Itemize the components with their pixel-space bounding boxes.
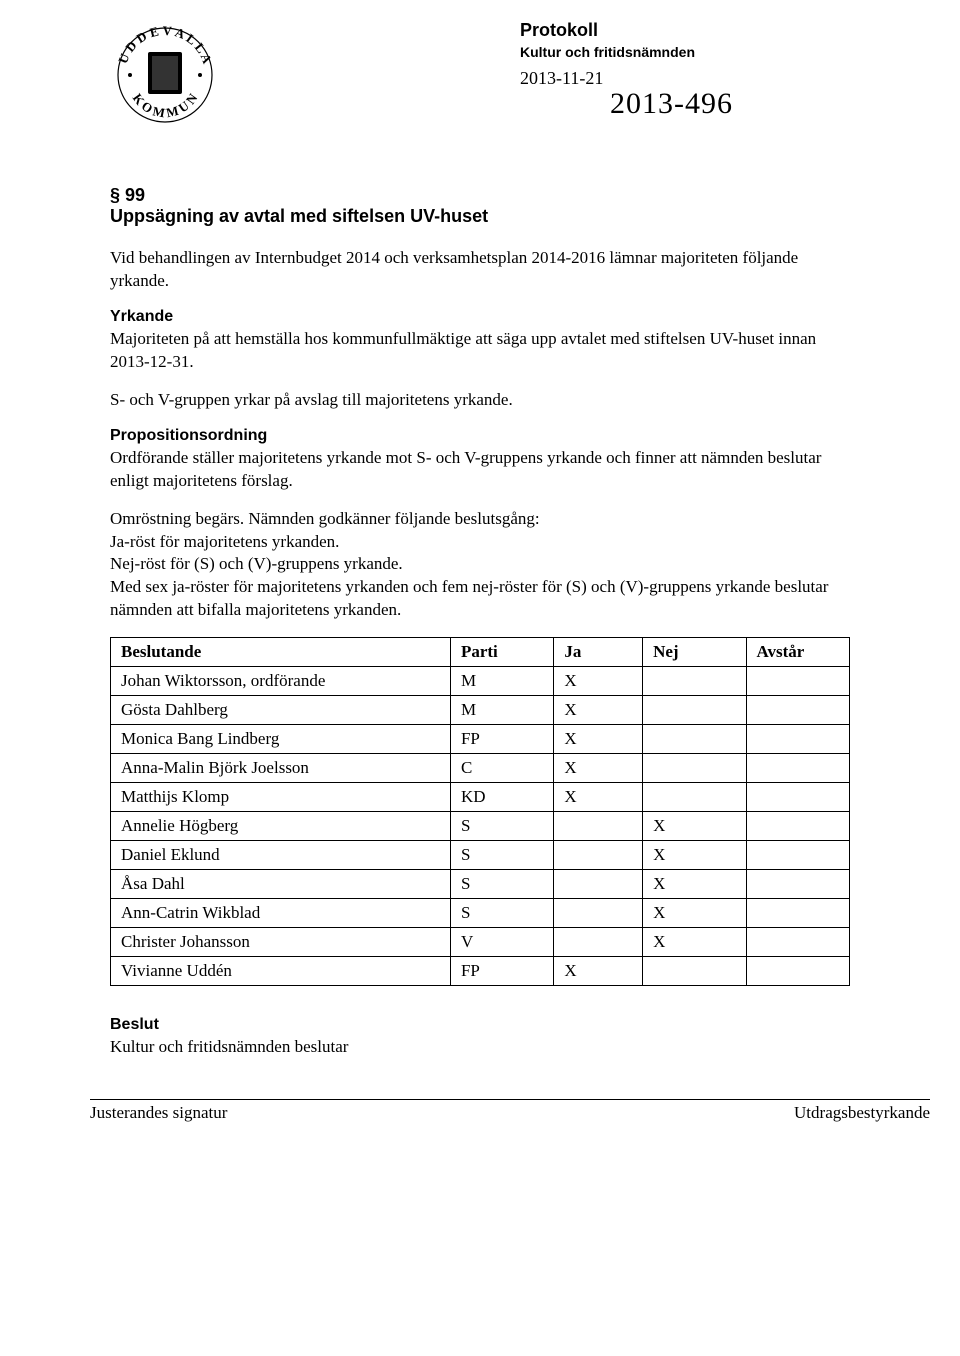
table-row: Christer JohanssonV X bbox=[111, 928, 850, 957]
proposition-heading: Propositionsordning bbox=[110, 427, 850, 445]
table-cell bbox=[746, 928, 849, 957]
table-row: Matthijs KlompKDX bbox=[111, 783, 850, 812]
vote-table: Beslutande Parti Ja Nej Avstår Johan Wik… bbox=[110, 637, 850, 986]
yrkande-text-2: S- och V-gruppen yrkar på avslag till ma… bbox=[110, 389, 850, 412]
intro-paragraph: Vid behandlingen av Internbudget 2014 oc… bbox=[110, 247, 850, 293]
proposition-text-1: Ordförande ställer majoritetens yrkande … bbox=[110, 447, 850, 493]
table-cell: Anna-Malin Björk Joelsson bbox=[111, 754, 451, 783]
yrkande-text-1: Majoriteten på att hemställa hos kommunf… bbox=[110, 328, 850, 374]
header-text-block: Protokoll Kultur och fritidsnämnden 2013… bbox=[230, 20, 850, 121]
table-cell: X bbox=[554, 725, 643, 754]
table-cell: S bbox=[450, 899, 553, 928]
table-cell bbox=[554, 928, 643, 957]
footer: Justerandes signatur Utdragsbestyrkande bbox=[90, 1099, 930, 1123]
table-cell: Vivianne Uddén bbox=[111, 957, 451, 986]
footer-right: Utdragsbestyrkande bbox=[794, 1103, 930, 1123]
table-row: Anna-Malin Björk JoelssonCX bbox=[111, 754, 850, 783]
table-cell: V bbox=[450, 928, 553, 957]
table-cell: Daniel Eklund bbox=[111, 841, 451, 870]
table-cell bbox=[746, 696, 849, 725]
beslut-text: Kultur och fritidsnämnden beslutar bbox=[110, 1036, 850, 1059]
svg-text:K O M M U N: K O M M U N bbox=[130, 90, 201, 120]
col-header-nej: Nej bbox=[643, 638, 746, 667]
table-row: Gösta DahlbergMX bbox=[111, 696, 850, 725]
table-cell: X bbox=[554, 696, 643, 725]
table-cell: Matthijs Klomp bbox=[111, 783, 451, 812]
table-row: Monica Bang LindbergFPX bbox=[111, 725, 850, 754]
table-cell: X bbox=[554, 957, 643, 986]
table-cell: Annelie Högberg bbox=[111, 812, 451, 841]
table-cell: Johan Wiktorsson, ordförande bbox=[111, 667, 451, 696]
table-cell bbox=[643, 725, 746, 754]
col-header-ja: Ja bbox=[554, 638, 643, 667]
table-cell bbox=[643, 783, 746, 812]
col-header-avstar: Avstår bbox=[746, 638, 849, 667]
document-header: U D D E V A L L A K O M M U N Protokoll … bbox=[110, 20, 850, 135]
table-cell bbox=[554, 870, 643, 899]
table-cell: Gösta Dahlberg bbox=[111, 696, 451, 725]
protocol-title: Protokoll bbox=[520, 20, 850, 42]
table-cell: X bbox=[643, 812, 746, 841]
table-cell bbox=[554, 899, 643, 928]
proposition-text-2: Omröstning begärs. Nämnden godkänner föl… bbox=[110, 508, 850, 623]
logo-container: U D D E V A L L A K O M M U N bbox=[110, 20, 230, 135]
table-cell: X bbox=[643, 870, 746, 899]
table-cell: M bbox=[450, 667, 553, 696]
table-cell bbox=[554, 841, 643, 870]
table-cell: Ann-Catrin Wikblad bbox=[111, 899, 451, 928]
table-cell: S bbox=[450, 841, 553, 870]
table-row: Annelie HögbergS X bbox=[111, 812, 850, 841]
table-cell: X bbox=[643, 928, 746, 957]
footer-left: Justerandes signatur bbox=[90, 1103, 227, 1123]
table-cell: X bbox=[554, 754, 643, 783]
table-cell bbox=[554, 812, 643, 841]
table-cell: S bbox=[450, 870, 553, 899]
table-row: Åsa DahlS X bbox=[111, 870, 850, 899]
table-cell: X bbox=[643, 899, 746, 928]
meeting-date: 2013-11-21 bbox=[520, 68, 850, 89]
table-cell: X bbox=[554, 783, 643, 812]
col-header-name: Beslutande bbox=[111, 638, 451, 667]
table-cell bbox=[643, 957, 746, 986]
table-cell: KD bbox=[450, 783, 553, 812]
table-row: Ann-Catrin WikbladS X bbox=[111, 899, 850, 928]
table-cell: S bbox=[450, 812, 553, 841]
section-title: Uppsägning av avtal med siftelsen UV-hus… bbox=[110, 206, 850, 227]
table-cell: FP bbox=[450, 725, 553, 754]
table-cell bbox=[746, 812, 849, 841]
table-row: Johan Wiktorsson, ordförandeMX bbox=[111, 667, 850, 696]
table-cell: X bbox=[643, 841, 746, 870]
beslut-heading: Beslut bbox=[110, 1016, 850, 1034]
committee-name: Kultur och fritidsnämnden bbox=[520, 44, 850, 60]
table-cell bbox=[643, 667, 746, 696]
table-cell bbox=[746, 754, 849, 783]
table-cell: Åsa Dahl bbox=[111, 870, 451, 899]
table-row: Daniel EklundS X bbox=[111, 841, 850, 870]
table-cell bbox=[746, 899, 849, 928]
table-cell: C bbox=[450, 754, 553, 783]
table-cell: Christer Johansson bbox=[111, 928, 451, 957]
table-cell bbox=[746, 783, 849, 812]
table-cell bbox=[746, 957, 849, 986]
table-cell bbox=[746, 870, 849, 899]
table-header-row: Beslutande Parti Ja Nej Avstår bbox=[111, 638, 850, 667]
table-cell bbox=[746, 725, 849, 754]
table-cell: M bbox=[450, 696, 553, 725]
municipality-logo-icon: U D D E V A L L A K O M M U N bbox=[110, 20, 220, 130]
table-cell bbox=[746, 667, 849, 696]
table-cell bbox=[643, 754, 746, 783]
yrkande-heading: Yrkande bbox=[110, 308, 850, 326]
section-number: § 99 bbox=[110, 185, 850, 206]
diary-number-handwritten: 2013-496 bbox=[610, 87, 850, 121]
col-header-party: Parti bbox=[450, 638, 553, 667]
table-cell: Monica Bang Lindberg bbox=[111, 725, 451, 754]
table-cell: FP bbox=[450, 957, 553, 986]
table-cell bbox=[746, 841, 849, 870]
table-cell bbox=[643, 696, 746, 725]
table-cell: X bbox=[554, 667, 643, 696]
table-row: Vivianne UddénFPX bbox=[111, 957, 850, 986]
